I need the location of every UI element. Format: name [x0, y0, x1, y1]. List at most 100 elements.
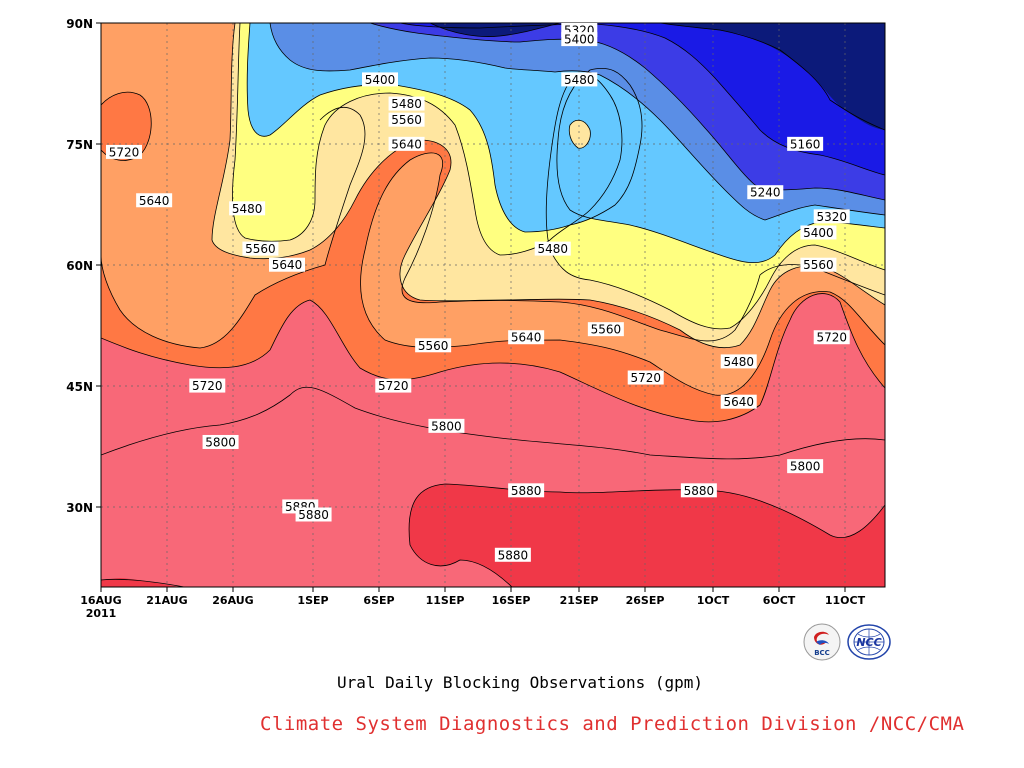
x-tick-label: 6SEP — [363, 594, 394, 607]
contour-label-text: 5720 — [109, 145, 140, 159]
credit-text: Climate System Diagnostics and Predictio… — [260, 713, 965, 735]
contour-label-box — [189, 378, 226, 393]
contour-line — [429, 23, 561, 37]
contour-label-text: 5480 — [232, 202, 263, 216]
ncc-logo-text: NCC — [856, 636, 881, 649]
bcc-logo: BCC — [803, 623, 841, 661]
contour-label-box — [508, 483, 545, 498]
contour-label-box — [627, 370, 664, 385]
contour-label-text: 5640 — [139, 194, 170, 208]
contour-label: 5720 — [813, 330, 850, 345]
contour-label-text: 5800 — [790, 460, 821, 474]
contour-label: 5800 — [428, 418, 465, 433]
contour-label: 5560 — [800, 257, 837, 272]
contour-label-box — [388, 136, 425, 151]
contour-label-text: 5320 — [816, 210, 847, 224]
contour-line — [101, 578, 187, 587]
contour-label-text: 5560 — [391, 113, 422, 127]
contour-label: 5560 — [415, 338, 452, 353]
contour-label: 5640 — [720, 394, 757, 409]
contour-label-box — [720, 394, 757, 409]
contour-label-text: 5640 — [272, 258, 303, 272]
x-tick-label: 16AUG — [80, 594, 121, 607]
contour-label-box — [242, 241, 279, 256]
chart-caption: Ural Daily Blocking Observations (gpm) — [336, 673, 704, 692]
contour-label-text: 5480 — [537, 242, 568, 256]
contour-label: 5480 — [388, 96, 425, 111]
y-axis: 90N 75N 60N 45N 30N — [66, 17, 101, 515]
fill-below-5160b — [430, 23, 560, 37]
contour-label: 5880 — [508, 483, 545, 498]
contour-label-text: 5160 — [790, 137, 821, 151]
bcc-logo-text: BCC — [814, 649, 830, 657]
contour-label-text: 5480 — [564, 73, 595, 87]
contour-label-text: 5560 — [591, 323, 622, 337]
contour-line — [360, 152, 885, 396]
contour-label-text: 5880 — [298, 508, 329, 522]
contour-label-text: 5560 — [418, 339, 449, 353]
contour-line — [101, 91, 152, 161]
contour-label: 5640 — [269, 257, 305, 272]
contour-label: 5560 — [242, 241, 279, 256]
contour-label-text: 5640 — [391, 137, 422, 151]
x-tick-label: 16SEP — [492, 594, 531, 607]
contour-label: 5800 — [202, 434, 239, 449]
contour-label: 5640 — [136, 193, 173, 208]
contour-line — [246, 23, 885, 263]
fill-below-5160 — [660, 23, 885, 130]
contour-label-box — [295, 507, 332, 522]
contour-label: 5720 — [106, 144, 142, 159]
contour-label: 5240 — [747, 185, 784, 200]
x-year-label: 2011 — [86, 607, 117, 620]
contour-fills — [101, 23, 885, 587]
contour-line — [568, 119, 591, 149]
contour-label-text: 5720 — [816, 331, 847, 345]
contour-label-box — [229, 201, 266, 216]
y-tick-label: 30N — [66, 501, 93, 515]
y-tick-label: 90N — [66, 17, 93, 31]
contour-line — [269, 23, 885, 221]
fill-5720-island — [101, 92, 152, 161]
fill-5560-island — [569, 120, 591, 149]
y-tick-label: 60N — [66, 259, 93, 273]
contour-label: 5880 — [494, 547, 531, 562]
contour-label: 5720 — [627, 370, 664, 385]
y-tick-label: 75N — [66, 138, 93, 152]
contour-label-box — [508, 330, 545, 345]
contour-label-box — [813, 209, 850, 224]
fill-5160 — [400, 23, 885, 175]
contour-label-text: 5560 — [245, 242, 276, 256]
contour-label-text: 5400 — [365, 73, 396, 87]
contour-label-box — [375, 378, 412, 393]
contour-label-box — [388, 96, 425, 111]
x-tick-label: 1OCT — [697, 594, 730, 607]
contour-label-box — [587, 322, 624, 337]
contour-label-text: 5720 — [378, 379, 409, 393]
ncc-logo: NCC — [847, 624, 891, 660]
contour-label-box — [362, 72, 398, 87]
contour-label-box — [202, 434, 239, 449]
contour-line — [399, 23, 885, 176]
contour-label: 5880 — [680, 483, 717, 498]
contour-label-box — [787, 459, 824, 474]
contour-label: 5400 — [561, 32, 598, 47]
contour-label-box — [787, 136, 824, 151]
x-axis: 16AUG 21AUG 26AUG 1SEP 6SEP 11SEP 16SEP … — [80, 587, 866, 620]
contour-label: 5400 — [800, 225, 837, 240]
contour-label-text: 5560 — [803, 258, 834, 272]
contour-label: 5800 — [787, 459, 824, 474]
contour-label-box — [106, 144, 142, 159]
contour-label-box — [388, 112, 425, 127]
contour-label-box — [813, 330, 850, 345]
contour-label-box — [534, 241, 571, 256]
x-tick-label: 21SEP — [560, 594, 599, 607]
contour-label-text: 5800 — [205, 435, 236, 449]
contour-line — [101, 293, 885, 423]
contour-label-text: 5880 — [498, 548, 529, 562]
contour-line — [232, 23, 885, 330]
x-tick-label: 1SEP — [297, 594, 328, 607]
x-tick-label: 11SEP — [426, 594, 465, 607]
contour-label: 5480 — [229, 201, 266, 216]
x-tick-label: 26SEP — [626, 594, 665, 607]
